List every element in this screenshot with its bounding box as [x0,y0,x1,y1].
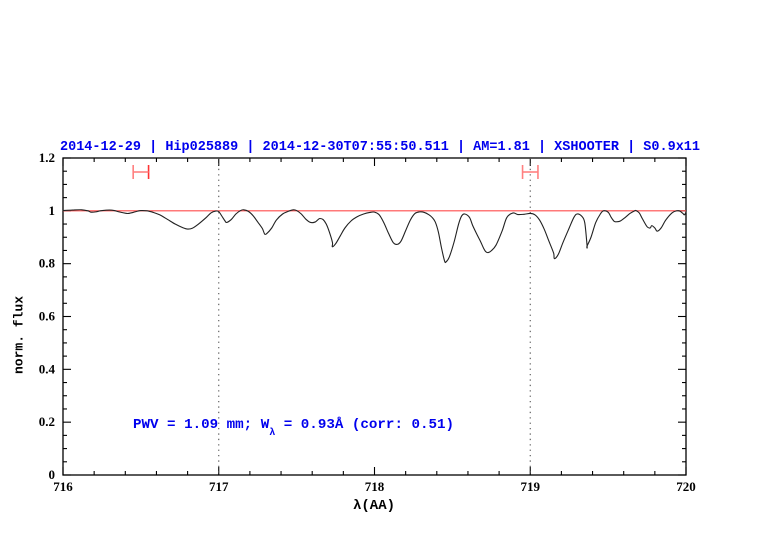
svg-text:720: 720 [676,479,696,494]
svg-text:0.6: 0.6 [39,309,56,324]
svg-text:0: 0 [49,467,56,482]
svg-text:1.2: 1.2 [39,150,55,165]
svg-text:717: 717 [209,479,229,494]
svg-text:0.8: 0.8 [39,256,56,271]
svg-text:0.2: 0.2 [39,414,55,429]
svg-text:1: 1 [49,203,56,218]
svg-text:719: 719 [520,479,540,494]
svg-text:716: 716 [53,479,73,494]
svg-text:0.4: 0.4 [39,361,56,376]
svg-text:718: 718 [365,479,385,494]
